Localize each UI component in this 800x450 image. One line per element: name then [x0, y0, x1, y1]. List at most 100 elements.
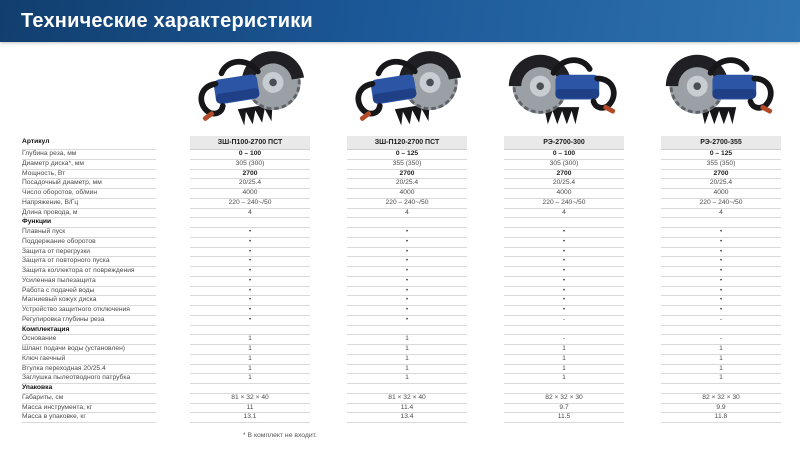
cell-value: 1 — [661, 345, 781, 355]
row-label: Поддержание оборотов — [22, 238, 156, 248]
row-label: Число оборотов, об/мин — [22, 189, 156, 199]
row-label: Посадочный диаметр, мм — [22, 179, 156, 189]
cell-value: • — [504, 296, 624, 306]
cell-value: • — [347, 287, 467, 297]
product-name-cell: ЗШ-П100-2700 ПСТ — [190, 136, 310, 150]
cell-value: 0 – 100 — [504, 150, 624, 160]
cell-value: 4000 — [190, 189, 310, 199]
cell-value: 9.9 — [661, 404, 781, 414]
cell-value: 1 — [190, 345, 310, 355]
cell-value: 4000 — [347, 189, 467, 199]
cell-value: • — [190, 228, 310, 238]
product-image-3 — [502, 50, 626, 130]
table-row: Посадочный диаметр, мм 20/25.4 20/25.4 20/2… — [22, 179, 782, 189]
section-row: Комплектация — [22, 326, 782, 336]
table-row: Шланг подачи воды (установлен) 1 1 1 1 — [22, 345, 782, 355]
cell-value: • — [190, 296, 310, 306]
cell-value — [190, 384, 310, 394]
product-name-cell: РЭ-2700-300 — [504, 136, 624, 150]
cell-value: • — [347, 248, 467, 258]
table-row: Защита коллектора от повреждения • • • • — [22, 267, 782, 277]
row-label: Мощность, Вт — [22, 170, 156, 180]
row-label: Усиленная пылезащита — [22, 277, 156, 287]
cell-value: 13.4 — [347, 413, 467, 423]
cell-value: • — [347, 316, 467, 326]
cell-value: 1 — [190, 335, 310, 345]
table-row: Поддержание оборотов • • • • — [22, 238, 782, 248]
cell-value: 11.8 — [661, 413, 781, 423]
cell-value: 0 – 100 — [190, 150, 310, 160]
cell-value: 1 — [190, 365, 310, 375]
row-label: Габариты, см — [22, 394, 156, 404]
table-row: Усиленная пылезащита • • • • — [22, 277, 782, 287]
cell-value: - — [661, 335, 781, 345]
section-header-label: Комплектация — [22, 326, 156, 336]
cell-value: 11.4 — [347, 404, 467, 414]
row-label: Устройство защитного отключения — [22, 306, 156, 316]
cell-value — [504, 326, 624, 336]
table-row: Артикул ЗШ-П100-2700 ПСТ ЗШ-П120-2700 ПСТ Р… — [22, 136, 782, 150]
table-row: Ключ гаечный 1 1 1 1 — [22, 355, 782, 365]
section-row: Упаковка — [22, 384, 782, 394]
cell-value: • — [504, 306, 624, 316]
cell-value: 20/25.4 — [347, 179, 467, 189]
cell-value: 1 — [661, 355, 781, 365]
table-row: Глубина реза, мм 0 – 100 0 – 125 0 – 100 0 –… — [22, 150, 782, 160]
cell-value — [661, 384, 781, 394]
cell-value: 1 — [661, 374, 781, 384]
cell-value: 0 – 125 — [347, 150, 467, 160]
table-row: Напряжение, В/Гц 220 – 240~/50 220 – 240~/… — [22, 199, 782, 209]
table-row: Заглушка пылеотводного патрубка 1 1 1 1 — [22, 374, 782, 384]
table-row: Длина провода, м 4 4 4 4 — [22, 209, 782, 219]
power-cutter-icon — [355, 51, 462, 126]
row-label: Глубина реза, мм — [22, 150, 156, 160]
cell-value: • — [190, 267, 310, 277]
cell-value: 1 — [190, 355, 310, 365]
power-cutter-icon — [508, 54, 617, 125]
table-row: Габариты, см 81 × 32 × 40 81 × 32 × 40 82 ×… — [22, 394, 782, 404]
row-label: Регулировка глубины реза — [22, 316, 156, 326]
cell-value: 81 × 32 × 40 — [190, 394, 310, 404]
cell-value: 1 — [504, 345, 624, 355]
cell-value: • — [504, 287, 624, 297]
cell-value — [347, 218, 467, 228]
cell-value: 4000 — [661, 189, 781, 199]
row-label: Шланг подачи воды (установлен) — [22, 345, 156, 355]
row-label: Плавный пуск — [22, 228, 156, 238]
table-row: Регулировка глубины реза • • - - — [22, 316, 782, 326]
cell-value: 13.1 — [190, 413, 310, 423]
cell-value: 355 (350) — [347, 160, 467, 170]
row-label: Диаметр диска*, мм — [22, 160, 156, 170]
cell-value: 4 — [190, 209, 310, 219]
cell-value: • — [661, 277, 781, 287]
row-label: Артикул — [22, 136, 156, 150]
cell-value: 305 (300) — [504, 160, 624, 170]
cell-value: 20/25.4 — [504, 179, 624, 189]
product-image-4 — [659, 50, 783, 130]
cell-value: • — [190, 287, 310, 297]
table-row: Число оборотов, об/мин 4000 4000 4000 4000 — [22, 189, 782, 199]
cell-value: 1 — [504, 355, 624, 365]
cell-value: 1 — [504, 374, 624, 384]
cell-value: • — [190, 277, 310, 287]
row-label: Защита коллектора от повреждения — [22, 267, 156, 277]
cell-value: • — [661, 267, 781, 277]
cell-value: 1 — [190, 374, 310, 384]
cell-value — [661, 218, 781, 228]
section-header-label: Функции — [22, 218, 156, 228]
header-bar: Технические характеристики — [0, 0, 800, 42]
cell-value: 9.7 — [504, 404, 624, 414]
cell-value: 11 — [190, 404, 310, 414]
cell-value: • — [661, 306, 781, 316]
row-label: Магниевый кожух диска — [22, 296, 156, 306]
cell-value: 11.5 — [504, 413, 624, 423]
page-title: Технические характеристики — [21, 9, 313, 32]
cell-value: • — [504, 277, 624, 287]
row-label: Напряжение, В/Гц — [22, 199, 156, 209]
cell-value: 355 (350) — [661, 160, 781, 170]
cell-value: • — [190, 306, 310, 316]
cell-value: - — [504, 335, 624, 345]
cell-value: 4 — [504, 209, 624, 219]
cell-value — [190, 326, 310, 336]
row-label: Длина провода, м — [22, 209, 156, 219]
